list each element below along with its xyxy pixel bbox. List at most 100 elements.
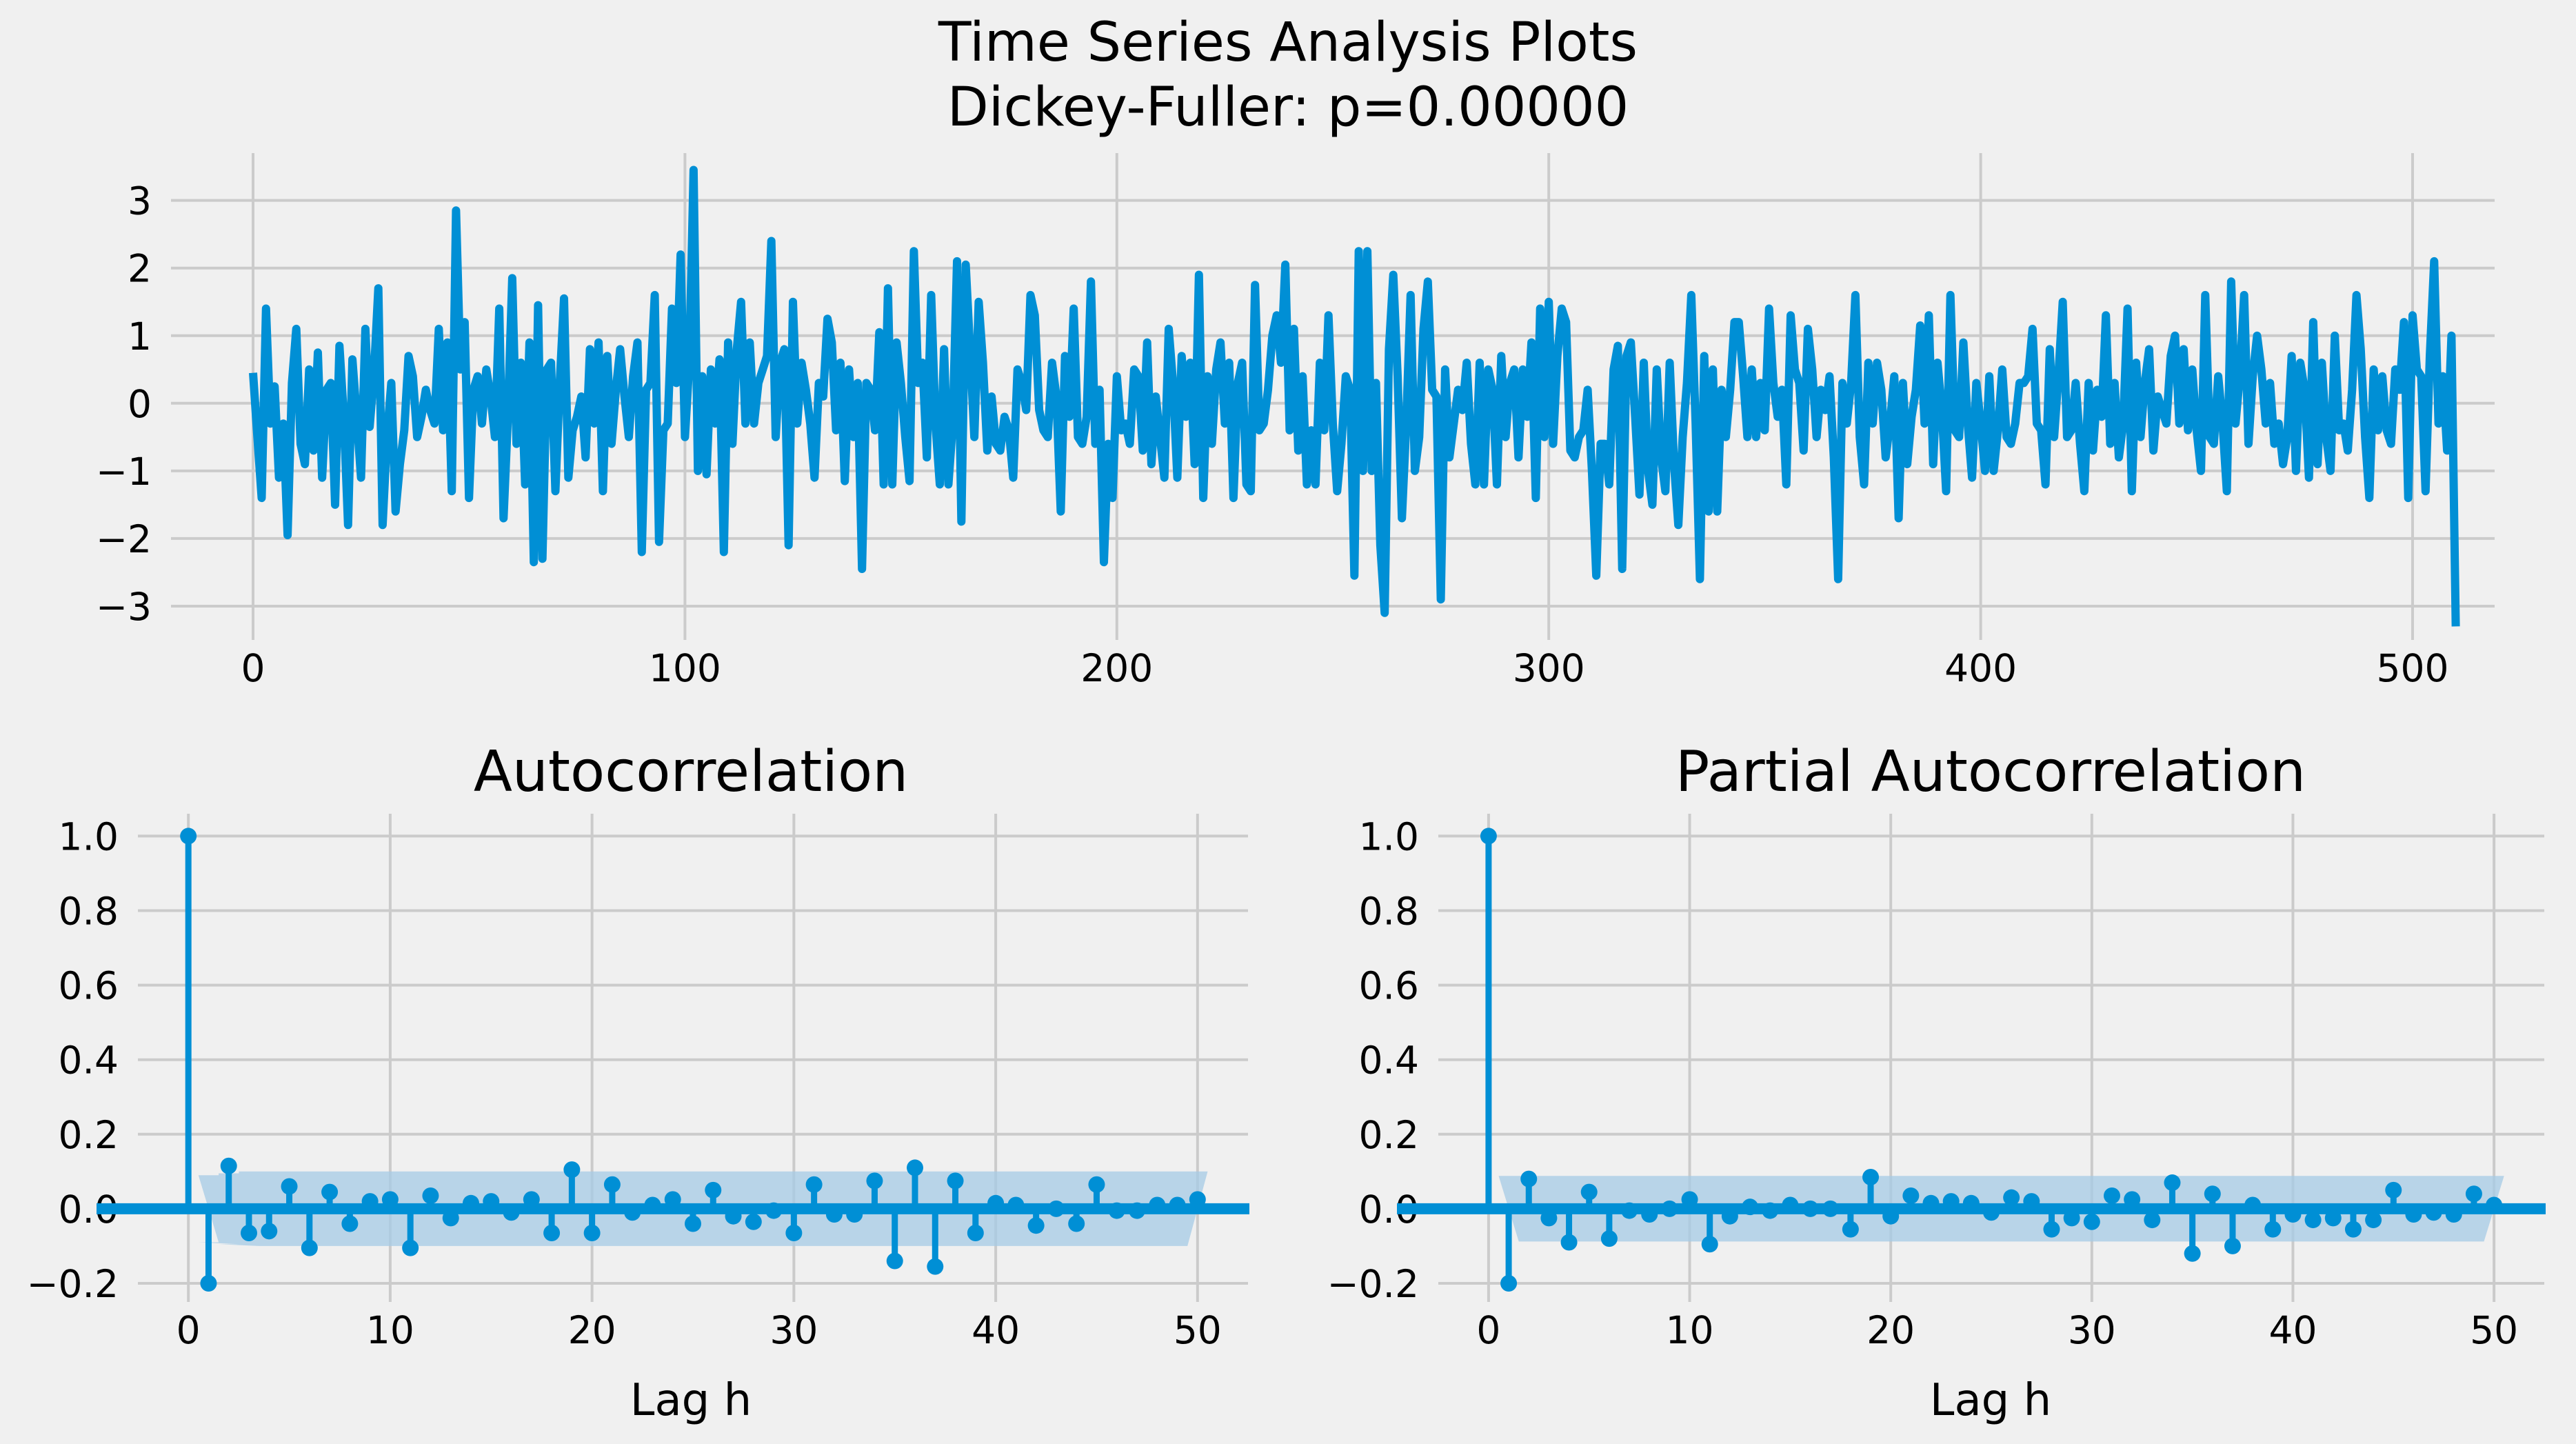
acf-marker bbox=[907, 1159, 923, 1176]
autocorrelation-panel: Autocorrelation Lag h 0 10 20 30 40 50 1.0 0.8 0… bbox=[26, 739, 1249, 1426]
acf-marker bbox=[1007, 1196, 1025, 1214]
acf-marker bbox=[705, 1181, 722, 1199]
time-series-panel: 0 100 200 300 400 500 3 2 1 0 −1 −2 −3 bbox=[96, 153, 2495, 690]
pacf-marker bbox=[2083, 1213, 2100, 1230]
acf-marker bbox=[200, 1274, 217, 1292]
pacf-marker bbox=[1500, 1274, 1518, 1292]
pacf-marker bbox=[1661, 1200, 1678, 1217]
pacf-marker bbox=[2124, 1191, 2141, 1208]
partial-autocorrelation-panel: Partial Autocorrelation Lag h 0 10 20 30 40 5… bbox=[1327, 739, 2546, 1426]
pacf-marker bbox=[2204, 1185, 2221, 1203]
pacf-marker bbox=[1942, 1193, 1960, 1210]
acf-marker bbox=[261, 1223, 278, 1240]
acf-marker bbox=[1027, 1217, 1045, 1234]
pacf-marker bbox=[2264, 1221, 2282, 1238]
pacf-title: Partial Autocorrelation bbox=[1676, 739, 2306, 805]
acf-marker bbox=[361, 1193, 379, 1210]
figure-suptitle-line1: Time Series Analysis Plots bbox=[938, 12, 1638, 74]
acf-marker bbox=[1189, 1191, 1206, 1208]
pacf-marker bbox=[2365, 1212, 2382, 1229]
ts-y-tick-label: 2 bbox=[128, 247, 152, 291]
acf-marker bbox=[1047, 1200, 1065, 1217]
pacf-marker bbox=[2063, 1210, 2080, 1227]
acf-marker bbox=[241, 1225, 257, 1242]
pacf-marker bbox=[2244, 1196, 2262, 1214]
pacf-marker bbox=[2486, 1196, 2503, 1214]
pacf-marker bbox=[2385, 1181, 2402, 1199]
pacf-marker bbox=[2003, 1189, 2020, 1206]
ts-y-tick-label: 3 bbox=[128, 179, 152, 223]
acf-marker bbox=[341, 1215, 359, 1232]
pacf-marker bbox=[1641, 1205, 1658, 1223]
pacf-marker bbox=[1902, 1187, 1920, 1204]
acf-y-tick-label: 0.4 bbox=[59, 1039, 119, 1083]
pacf-marker bbox=[2023, 1193, 2040, 1210]
pacf-marker bbox=[2043, 1221, 2060, 1238]
acf-marker bbox=[301, 1239, 318, 1256]
pacf-marker bbox=[2103, 1187, 2120, 1204]
acf-marker bbox=[543, 1225, 561, 1242]
acf-marker bbox=[563, 1161, 581, 1179]
pacf-marker bbox=[2304, 1212, 2322, 1229]
acf-marker bbox=[381, 1191, 399, 1208]
pacf-marker bbox=[2284, 1205, 2302, 1223]
pacf-marker bbox=[1802, 1200, 1819, 1217]
acf-x-tick-label: 0 bbox=[177, 1308, 201, 1352]
ts-y-tick-label: −1 bbox=[96, 450, 152, 494]
pacf-y-tick-label: 0.2 bbox=[1359, 1113, 1419, 1157]
acf-marker bbox=[603, 1176, 621, 1193]
acf-marker bbox=[1169, 1196, 1186, 1214]
acf-marker bbox=[321, 1183, 339, 1201]
acf-marker bbox=[745, 1213, 762, 1230]
acf-marker bbox=[664, 1191, 681, 1208]
acf-marker bbox=[422, 1187, 439, 1204]
acf-marker bbox=[523, 1191, 540, 1208]
ts-x-tick-label: 200 bbox=[1080, 646, 1153, 690]
pacf-marker bbox=[1862, 1168, 1880, 1185]
pacf-marker bbox=[1520, 1170, 1538, 1187]
acf-x-tick-label: 30 bbox=[769, 1308, 818, 1352]
pacf-marker bbox=[1882, 1207, 1900, 1225]
pacf-marker bbox=[2324, 1210, 2342, 1227]
pacf-x-tick-label: 10 bbox=[1666, 1308, 1714, 1352]
pacf-marker bbox=[1540, 1210, 1558, 1227]
pacf-x-tick-label: 20 bbox=[1866, 1308, 1915, 1352]
acf-x-tick-label: 20 bbox=[568, 1308, 616, 1352]
ts-x-tick-label: 500 bbox=[2376, 646, 2448, 690]
pacf-marker bbox=[1922, 1194, 1940, 1212]
pacf-marker bbox=[2465, 1185, 2482, 1203]
acf-marker bbox=[463, 1194, 479, 1212]
acf-marker bbox=[281, 1178, 298, 1195]
pacf-x-tick-label: 0 bbox=[1476, 1308, 1500, 1352]
pacf-y-tick-label: −0.2 bbox=[1327, 1262, 1419, 1306]
pacf-marker bbox=[1983, 1204, 2000, 1221]
acf-x-tick-label: 40 bbox=[972, 1308, 1020, 1352]
pacf-marker bbox=[2445, 1205, 2462, 1223]
acf-marker bbox=[967, 1225, 984, 1242]
pacf-marker bbox=[1842, 1221, 1859, 1238]
acf-marker bbox=[886, 1252, 903, 1270]
acf-marker bbox=[1129, 1202, 1145, 1219]
acf-marker bbox=[624, 1204, 641, 1221]
pacf-marker bbox=[1480, 828, 1497, 845]
figure-suptitle-line2: Dickey-Fuller: p=0.00000 bbox=[947, 77, 1629, 139]
pacf-marker bbox=[1721, 1207, 1738, 1225]
acf-marker bbox=[685, 1215, 701, 1232]
ts-x-tick-label: 300 bbox=[1513, 646, 1585, 690]
acf-y-tick-label: −0.2 bbox=[26, 1262, 119, 1306]
pacf-marker bbox=[1560, 1234, 1578, 1251]
acf-x-tick-label: 10 bbox=[366, 1308, 414, 1352]
pacf-x-tick-label: 30 bbox=[2068, 1308, 2116, 1352]
acf-marker bbox=[1149, 1196, 1166, 1214]
pacf-x-tick-label: 50 bbox=[2470, 1308, 2518, 1352]
pacf-y-tick-label: 0.4 bbox=[1359, 1039, 1419, 1083]
acf-y-tick-label: 0.2 bbox=[59, 1113, 119, 1157]
acf-marker bbox=[442, 1210, 459, 1227]
acf-marker bbox=[1108, 1202, 1125, 1219]
pacf-y-tick-label: 1.0 bbox=[1359, 814, 1419, 859]
acf-marker bbox=[483, 1193, 500, 1210]
pacf-marker bbox=[1701, 1236, 1718, 1253]
acf-marker bbox=[725, 1207, 742, 1225]
acf-y-tick-label: 1.0 bbox=[59, 814, 119, 859]
